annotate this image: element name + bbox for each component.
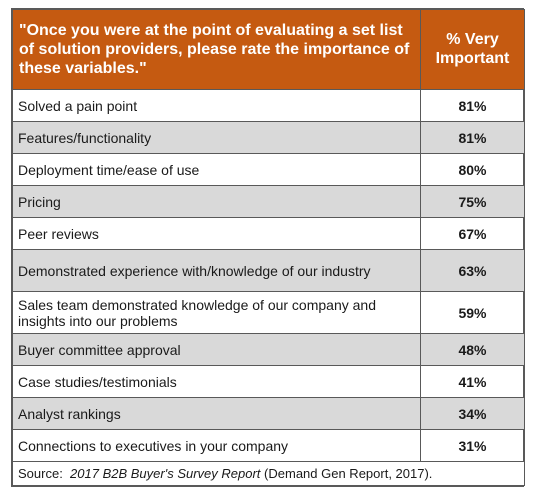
- variable-label: Pricing: [12, 185, 421, 218]
- source-prefix: Source:: [18, 466, 63, 481]
- variable-label: Demonstrated experience with/knowledge o…: [12, 249, 421, 292]
- survey-table-frame: "Once you were at the point of evaluatin…: [11, 8, 525, 487]
- variable-label: Solved a pain point: [12, 89, 421, 122]
- variable-label: Analyst rankings: [12, 397, 421, 430]
- percent-value: 81%: [420, 121, 525, 154]
- variable-label: Features/functionality: [12, 121, 421, 154]
- source-report-title: 2017 B2B Buyer's Survey Report: [70, 466, 261, 481]
- variable-label: Connections to executives in your compan…: [12, 429, 421, 462]
- percent-value: 67%: [420, 217, 525, 250]
- variable-label: Buyer committee approval: [12, 333, 421, 366]
- table-row: Buyer committee approval 48%: [12, 333, 525, 366]
- question-header: "Once you were at the point of evaluatin…: [12, 9, 421, 90]
- percent-value: 80%: [420, 153, 525, 186]
- table-row: Deployment time/ease of use 80%: [12, 153, 525, 186]
- percent-value: 34%: [420, 397, 525, 430]
- table-row: Connections to executives in your compan…: [12, 429, 525, 462]
- percent-value: 41%: [420, 365, 525, 398]
- table-row: Case studies/testimonials 41%: [12, 365, 525, 398]
- percent-value: 81%: [420, 89, 525, 122]
- source-row: Source: 2017 B2B Buyer's Survey Report (…: [12, 461, 525, 486]
- table-row: Analyst rankings 34%: [12, 397, 525, 430]
- variable-label: Peer reviews: [12, 217, 421, 250]
- source-citation: (Demand Gen Report, 2017).: [264, 466, 433, 481]
- percent-value: 48%: [420, 333, 525, 366]
- percent-value: 63%: [420, 249, 525, 292]
- survey-table: "Once you were at the point of evaluatin…: [12, 9, 525, 486]
- variable-label: Deployment time/ease of use: [12, 153, 421, 186]
- percent-value: 59%: [420, 291, 525, 334]
- table-row: Demonstrated experience with/knowledge o…: [12, 249, 525, 292]
- source-note: Source: 2017 B2B Buyer's Survey Report (…: [12, 461, 525, 486]
- variable-label: Sales team demonstrated knowledge of our…: [12, 291, 421, 334]
- percent-value: 75%: [420, 185, 525, 218]
- percent-column-header: % Very Important: [420, 9, 525, 90]
- percent-value: 31%: [420, 429, 525, 462]
- table-row: Features/functionality 81%: [12, 121, 525, 154]
- table-row: Sales team demonstrated knowledge of our…: [12, 291, 525, 334]
- variable-label: Case studies/testimonials: [12, 365, 421, 398]
- header-row: "Once you were at the point of evaluatin…: [12, 9, 525, 90]
- table-row: Solved a pain point 81%: [12, 89, 525, 122]
- table-row: Peer reviews 67%: [12, 217, 525, 250]
- table-row: Pricing 75%: [12, 185, 525, 218]
